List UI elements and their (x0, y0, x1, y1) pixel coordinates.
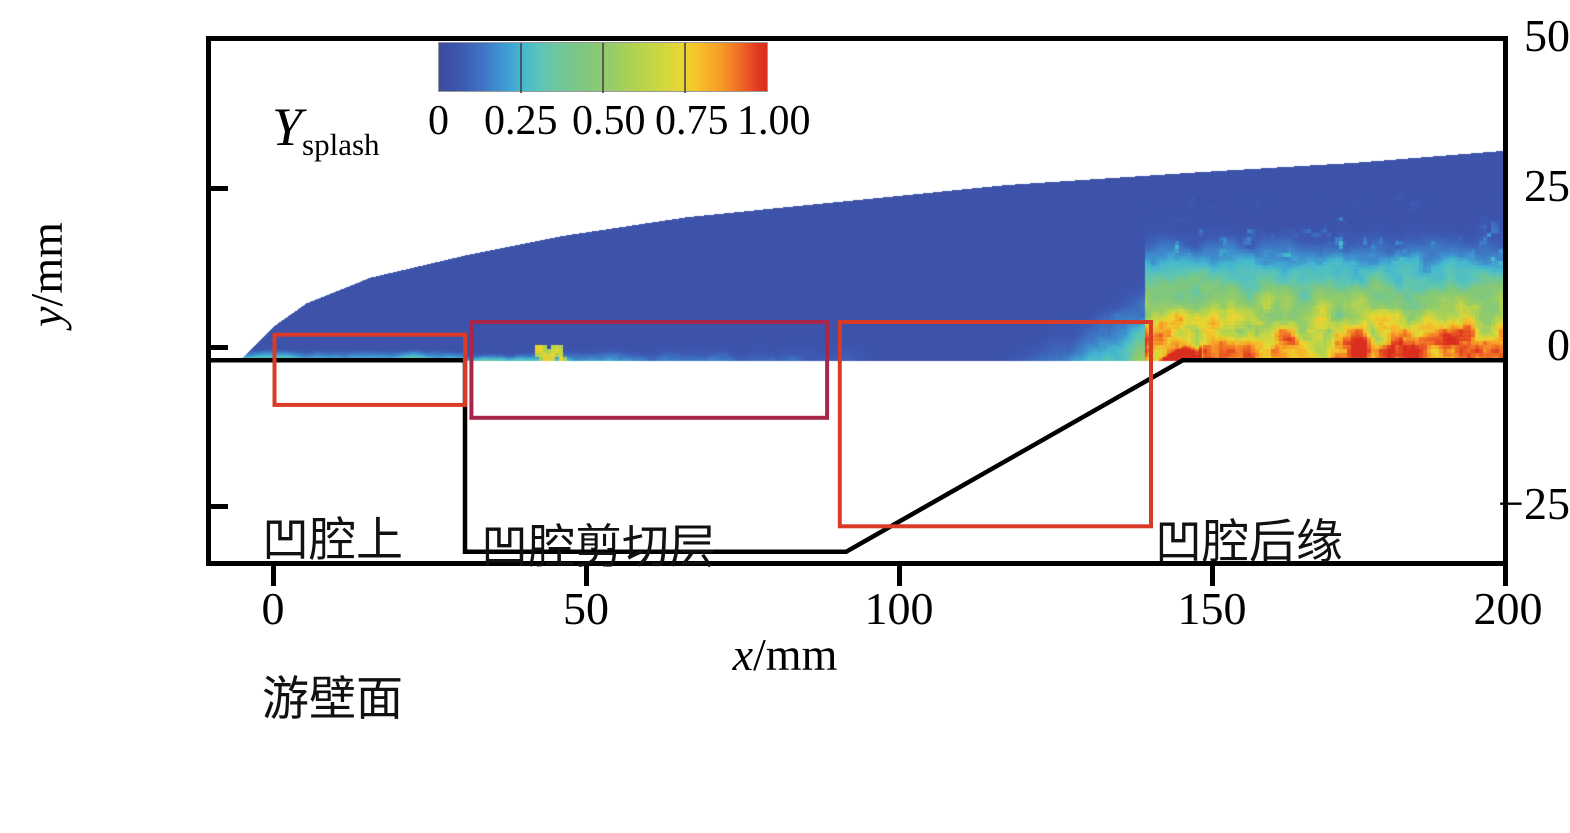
ylabel-minus25: −25 (1498, 478, 1570, 529)
x-axis-title: x/mm (0, 628, 1570, 681)
figure-root: 50 25 0 −25 0 50 100 150 200 y/mm x/mm 0… (0, 10, 1570, 726)
colorbar-variable-subscript: splash (302, 126, 380, 162)
annotation-boxes (272, 320, 1153, 529)
colorbar-tick-025: 0.25 (484, 98, 558, 144)
annotation-cavity-shear-layer: 凹腔剪切层 (481, 415, 716, 680)
annotation-cavity-upstream-wall: 凹腔上 游壁面 (262, 408, 403, 832)
box-trailing-edge (837, 320, 1153, 529)
ytick-25 (206, 186, 228, 191)
ylabel-0: 0 (1547, 319, 1570, 370)
colorbar-tick-075: 0.75 (655, 98, 729, 144)
annotation-shear-line1: 凹腔剪切层 (481, 520, 716, 575)
xtick-50 (584, 566, 589, 586)
xlabel-50: 50 (563, 583, 609, 634)
ytick-50 (206, 36, 228, 41)
colorbar-variable-label: Ysplash (272, 96, 380, 163)
colorbar-tick-050: 0.50 (572, 98, 646, 144)
plot-area (206, 36, 1508, 566)
colorbar-tick-0: 0 (428, 98, 449, 144)
y-axis-symbol: y (20, 306, 72, 327)
cavity-geometry-outline (211, 358, 1503, 555)
xlabel-100: 100 (864, 583, 934, 634)
x-axis-unit: /mm (753, 629, 838, 680)
colorbar-divider-050 (602, 43, 604, 93)
colorbar-tick-100: 1.00 (737, 98, 811, 144)
xlabel-0: 0 (261, 583, 285, 634)
xtick-0 (271, 566, 276, 586)
colorbar-gradient (438, 42, 768, 93)
x-axis-symbol: x (732, 629, 754, 680)
box-shear-layer (469, 320, 830, 420)
ylabel-25: 25 (1524, 160, 1570, 211)
colorbar-divider-075 (684, 43, 686, 93)
y-axis-unit: /mm (20, 222, 72, 307)
annotation-upstream-line1: 凹腔上 (262, 513, 403, 568)
cavity-wall-line (211, 358, 1503, 555)
splash-contour-field (211, 41, 1503, 561)
ylabel-50: 50 (1524, 10, 1570, 61)
ytick-minus25 (206, 504, 228, 509)
xlabel-200: 200 (1473, 583, 1543, 634)
xtick-100 (897, 566, 902, 586)
box-upstream-wall (272, 332, 467, 407)
colorbar-divider-025 (520, 43, 522, 93)
xtick-150 (1210, 566, 1215, 586)
xtick-200 (1503, 566, 1508, 586)
annotation-upstream-line2: 游壁面 (262, 672, 403, 727)
annotation-trailing-line1: 凹腔后缘 (1155, 515, 1343, 570)
y-axis-title: y/mm (20, 222, 73, 327)
ytick-0 (206, 345, 228, 350)
xlabel-150: 150 (1177, 583, 1247, 634)
colorbar-tick-labels: 0 0.25 0.50 0.75 1.00 (406, 98, 811, 154)
annotation-cavity-trailing-edge: 凹腔后缘 (1155, 410, 1343, 675)
colorbar-variable-symbol: Y (272, 97, 303, 157)
